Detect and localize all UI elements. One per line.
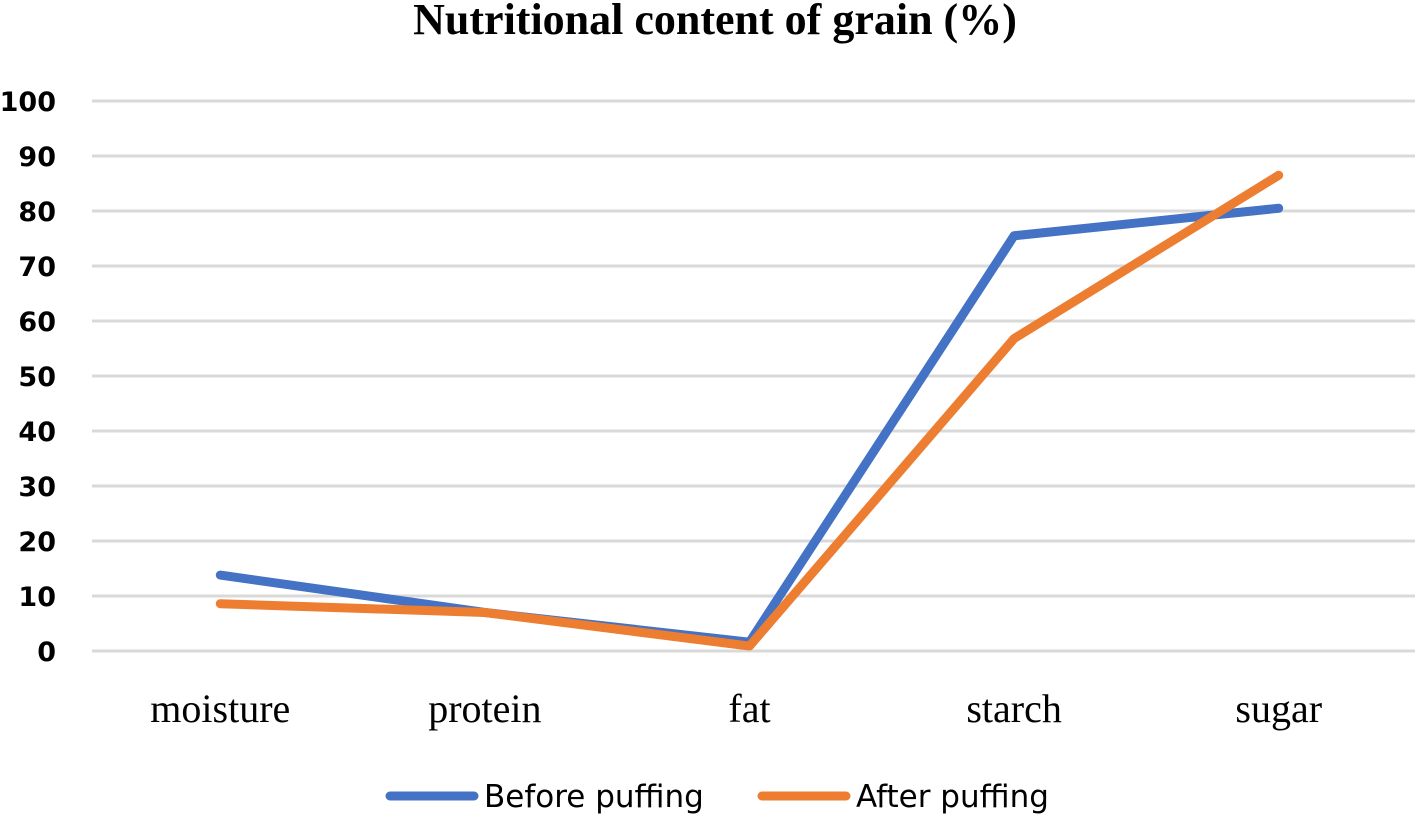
y-tick-label: 30 [18,472,56,503]
y-tick-label: 20 [18,527,56,558]
y-tick-label: 80 [18,197,56,228]
y-tick-label: 40 [18,417,56,448]
y-tick-label: 60 [18,307,56,338]
y-tick-label: 10 [18,582,56,613]
x-tick-label-fat: fat [728,686,770,731]
chart-title: Nutritional content of grain (%) [413,0,1017,44]
gridlines [92,99,1415,653]
y-tick-label: 90 [18,142,56,173]
legend-label-after-puffing: After puffing [856,779,1049,815]
series-lines [215,170,1284,651]
y-tick-label: 50 [18,362,56,393]
x-axis-tick-labels: moisture protein fat starch sugar [150,686,1322,731]
x-tick-label-protein: protein [428,686,541,731]
series-line-after-puffing [215,170,1284,651]
legend: Before puffing After puffing [385,779,1049,815]
x-tick-label-starch: starch [966,686,1062,731]
y-tick-label: 70 [18,252,56,283]
x-tick-label-sugar: sugar [1235,686,1322,731]
y-tick-label: 100 [0,87,56,118]
y-tick-label: 0 [37,637,56,668]
y-axis-tick-labels: 0 10 20 30 40 50 60 70 80 90 100 [0,87,56,668]
x-tick-label-moisture: moisture [150,686,290,731]
legend-label-before-puffing: Before puffing [484,779,704,815]
